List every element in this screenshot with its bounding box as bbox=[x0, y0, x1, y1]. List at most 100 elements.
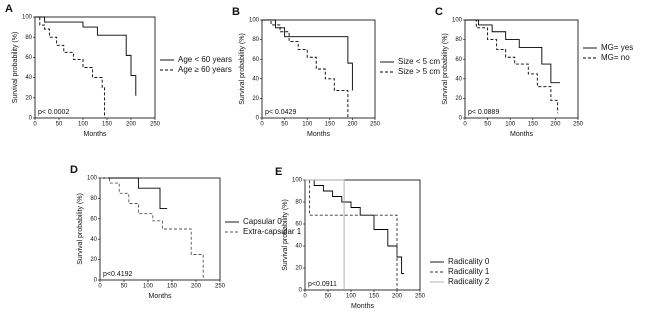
x-tick-label: 0 bbox=[303, 294, 307, 300]
legend-label: MG= yes bbox=[601, 43, 633, 52]
x-tick-label: 100 bbox=[78, 122, 89, 128]
y-tick-label: 100 bbox=[87, 176, 98, 182]
x-tick-label: 50 bbox=[281, 122, 288, 128]
x-axis-label: Months bbox=[307, 131, 330, 138]
x-tick-label: 0 bbox=[463, 122, 467, 128]
legend-label: Size < 5 cm bbox=[398, 57, 440, 66]
x-tick-label: 50 bbox=[56, 122, 63, 128]
survival-curve bbox=[305, 179, 345, 290]
y-tick-label: 20 bbox=[455, 96, 462, 102]
y-tick-label: 0 bbox=[299, 288, 303, 294]
x-tick-label: 200 bbox=[347, 122, 358, 128]
x-tick-label: 50 bbox=[121, 284, 128, 290]
y-tick-label: 20 bbox=[90, 257, 97, 263]
x-tick-label: 200 bbox=[392, 294, 403, 300]
y-tick-label: 80 bbox=[455, 37, 462, 43]
y-tick-label: 20 bbox=[295, 266, 302, 272]
x-tick-label: 0 bbox=[98, 284, 102, 290]
x-tick-label: 0 bbox=[260, 122, 264, 128]
y-tick-label: 60 bbox=[455, 57, 462, 63]
plot-frame bbox=[464, 19, 579, 119]
x-axis-label: Months bbox=[149, 293, 172, 300]
p-value: p< 0.0889 bbox=[468, 109, 499, 116]
y-axis-label: Survival probability (%) bbox=[282, 199, 289, 271]
x-tick-label: 250 bbox=[415, 294, 426, 300]
x-tick-label: 100 bbox=[505, 122, 516, 128]
x-tick-label: 50 bbox=[484, 122, 491, 128]
plot-frame bbox=[304, 179, 421, 291]
y-axis-label: Survival probability (%) bbox=[77, 193, 84, 265]
y-tick-label: 60 bbox=[252, 57, 259, 63]
x-axis-label: Months bbox=[84, 131, 107, 138]
y-tick-label: 80 bbox=[90, 196, 97, 202]
y-tick-label: 100 bbox=[249, 18, 260, 24]
y-tick-label: 20 bbox=[252, 96, 259, 102]
y-tick-label: 0 bbox=[29, 116, 33, 122]
panel-letter: A bbox=[5, 3, 13, 15]
legend-label: MG= no bbox=[601, 53, 630, 62]
x-axis-label: Months bbox=[510, 131, 533, 138]
y-tick-label: 40 bbox=[25, 75, 32, 81]
x-tick-label: 100 bbox=[143, 284, 154, 290]
legend-label: Capsular 0 bbox=[243, 217, 282, 226]
panel-letter: B bbox=[232, 6, 240, 18]
x-tick-label: 50 bbox=[325, 294, 332, 300]
survival-curve bbox=[465, 19, 559, 114]
x-tick-label: 200 bbox=[191, 284, 202, 290]
survival-curve bbox=[305, 179, 404, 274]
x-tick-label: 150 bbox=[528, 122, 539, 128]
x-tick-label: 200 bbox=[126, 122, 137, 128]
x-tick-label: 150 bbox=[102, 122, 113, 128]
survival-curve bbox=[262, 19, 353, 91]
y-tick-label: 60 bbox=[25, 55, 32, 61]
x-tick-label: 0 bbox=[33, 122, 37, 128]
survival-curve bbox=[305, 179, 398, 290]
y-tick-label: 80 bbox=[295, 200, 302, 206]
y-tick-label: 80 bbox=[25, 35, 32, 41]
y-tick-label: 40 bbox=[455, 76, 462, 82]
p-value: p<0.4192 bbox=[103, 271, 132, 278]
panel-letter: E bbox=[275, 166, 282, 178]
x-tick-label: 150 bbox=[325, 122, 336, 128]
y-tick-label: 0 bbox=[256, 116, 260, 122]
legend-label: Extra-capsular 1 bbox=[243, 227, 302, 236]
legend-label: Size > 5 cm bbox=[398, 67, 440, 76]
y-tick-label: 60 bbox=[90, 216, 97, 222]
survival-curve bbox=[465, 19, 560, 84]
y-tick-label: 40 bbox=[90, 237, 97, 243]
y-tick-label: 100 bbox=[452, 18, 463, 24]
x-tick-label: 150 bbox=[167, 284, 178, 290]
p-value: p<0.0911 bbox=[308, 281, 337, 288]
survival-curve bbox=[35, 16, 106, 118]
x-tick-label: 250 bbox=[215, 284, 226, 290]
y-tick-label: 40 bbox=[295, 244, 302, 250]
legend-label: Age < 60 years bbox=[178, 55, 232, 64]
panel-letter: D bbox=[70, 164, 78, 176]
y-tick-label: 100 bbox=[22, 15, 33, 21]
x-tick-label: 250 bbox=[150, 122, 161, 128]
y-tick-label: 80 bbox=[252, 37, 259, 43]
plot-frame bbox=[34, 16, 156, 119]
p-value: p< 0.0002 bbox=[38, 109, 69, 116]
plot-frame bbox=[99, 177, 221, 281]
x-tick-label: 100 bbox=[302, 122, 313, 128]
y-tick-label: 20 bbox=[25, 95, 32, 101]
plot-frame bbox=[261, 19, 376, 119]
x-axis-label: Months bbox=[351, 303, 374, 308]
p-value: p< 0.0429 bbox=[265, 109, 296, 116]
legend-label: Age ≥ 60 years bbox=[178, 65, 232, 74]
y-tick-label: 40 bbox=[252, 76, 259, 82]
survival-curve bbox=[262, 19, 349, 118]
y-tick-label: 60 bbox=[295, 222, 302, 228]
survival-curve bbox=[100, 177, 204, 280]
y-axis-label: Survival probability (%) bbox=[12, 32, 19, 104]
panel-letter: C bbox=[435, 6, 443, 18]
legend-label: Radicality 1 bbox=[448, 267, 490, 276]
survival-curve bbox=[100, 177, 168, 210]
x-tick-label: 250 bbox=[573, 122, 584, 128]
y-tick-label: 0 bbox=[94, 278, 98, 284]
x-tick-label: 200 bbox=[550, 122, 561, 128]
x-tick-label: 100 bbox=[346, 294, 357, 300]
y-axis-label: Survival probability (%) bbox=[442, 33, 449, 105]
